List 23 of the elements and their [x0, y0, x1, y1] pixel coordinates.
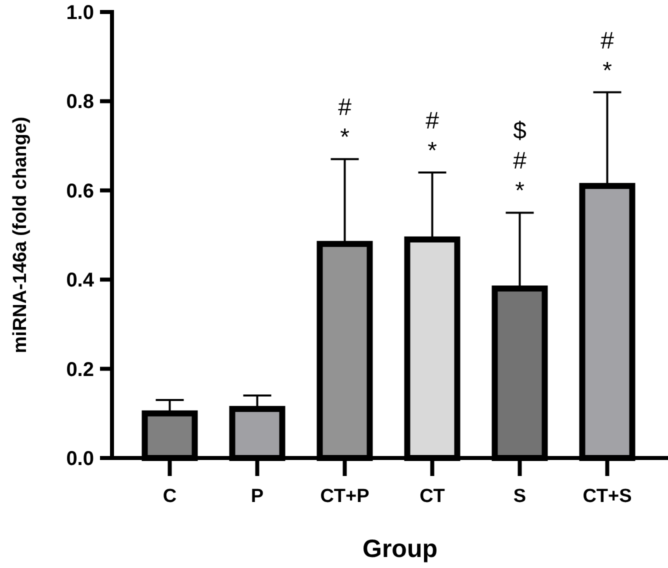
annotation: * [515, 178, 524, 205]
y-tick-label: 0.0 [66, 448, 94, 470]
x-tick-label: CT [420, 486, 446, 507]
x-axis-title: Group [362, 535, 438, 563]
y-tick-label: 0.2 [66, 358, 94, 381]
x-tick-label: S [513, 486, 526, 507]
annotation: # [426, 108, 440, 135]
y-axis-title: miRNA-146a (fold change) [10, 116, 31, 354]
x-tick-label: P [250, 486, 264, 507]
annotation: * [428, 138, 437, 165]
annotation: * [602, 57, 612, 84]
x-tick-label: CT+P [320, 486, 370, 507]
y-tick-label: 0.6 [66, 180, 94, 202]
y-tick-label: 1.0 [66, 2, 94, 24]
annotation: # [600, 27, 615, 54]
y-tick-label: 0.8 [66, 91, 94, 114]
annotation: $ [513, 118, 526, 145]
annotation: # [338, 94, 352, 122]
x-tick-label: C [162, 486, 177, 507]
x-tick-label: CT+S [582, 486, 632, 507]
y-tick-label: 0.4 [66, 270, 95, 292]
annotation: # [513, 148, 528, 175]
annotation: * [340, 124, 350, 152]
